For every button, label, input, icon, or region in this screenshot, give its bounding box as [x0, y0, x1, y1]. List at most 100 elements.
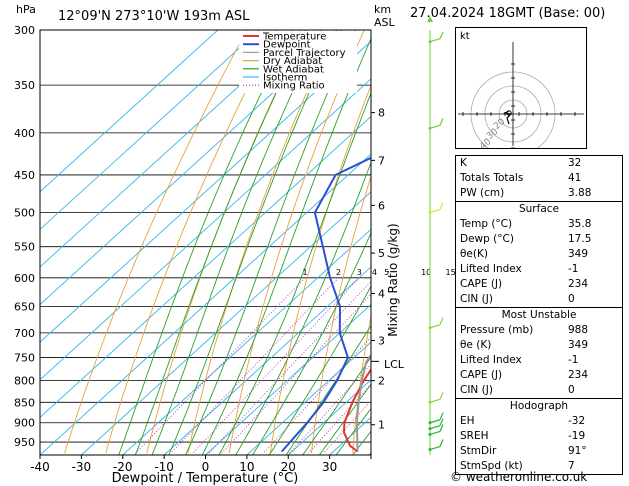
profile-point	[358, 401, 360, 403]
pressure-tick-label: 300	[14, 24, 35, 37]
surface-row: θe(K) 349	[456, 247, 622, 262]
most-unstable-title: Most Unstable	[501, 309, 577, 321]
mixing-ratio-axis-title: Mixing Ratio (g/kg)	[386, 223, 400, 336]
most-unstable-value: 349	[568, 339, 589, 351]
km-tick-label: 1	[378, 419, 385, 432]
profile-point	[423, 277, 424, 278]
profile-point	[351, 401, 354, 403]
hodograph-trace	[503, 110, 513, 125]
isotherm	[122, 228, 371, 455]
surface-value: 0	[568, 293, 575, 305]
surface-label: Lifted Index	[460, 263, 522, 275]
profile-point	[314, 212, 316, 214]
wet-adiabat	[235, 161, 371, 455]
profile-point	[440, 246, 441, 247]
wet-adiabat	[335, 407, 371, 455]
pressure-tick-label: 800	[14, 375, 35, 388]
profile-point	[357, 450, 359, 452]
hodograph-storm-motion	[506, 110, 512, 116]
most-unstable-row: CIN (J) 0	[456, 383, 622, 398]
profile-point	[347, 356, 349, 359]
isotherm	[40, 115, 371, 418]
hodograph-value: -19	[568, 430, 586, 442]
profile-point	[418, 277, 419, 278]
profile-point	[335, 174, 337, 176]
isotherm	[40, 40, 371, 343]
mixing-ratio-label: 15	[445, 268, 455, 277]
profile-point	[436, 246, 437, 247]
isotherm	[40, 30, 219, 193]
surface-row: Dewp (°C) 17.5	[456, 232, 622, 247]
wind-barb	[428, 202, 444, 215]
km-tick-label: 8	[378, 107, 385, 120]
profile-point	[453, 212, 454, 213]
hodograph-unit-label: kt	[460, 31, 470, 42]
wind-barb	[428, 412, 444, 425]
isotherm	[40, 30, 260, 230]
legend-label: Parcel Trajectory	[263, 48, 346, 59]
profile-point	[322, 401, 325, 403]
isotherm	[40, 78, 371, 381]
surface-label: Temp (°C)	[460, 218, 513, 230]
legend-label: Wet Adiabat	[263, 64, 324, 75]
x-tick-label: -10	[154, 460, 174, 474]
x-axis-title: Dewpoint / Temperature (°C)	[112, 471, 299, 486]
surface-value: 349	[568, 248, 589, 260]
profile-point	[339, 332, 341, 334]
legend-label: Temperature	[262, 32, 326, 43]
profile-point	[446, 85, 447, 86]
wet-adiabat	[185, 30, 356, 455]
mixing-ratio-label: 1	[302, 268, 307, 277]
hodograph-label: StmSpd (kt)	[460, 460, 523, 472]
x-tick-label: 10	[239, 460, 254, 474]
hodograph-label: EH	[460, 415, 475, 427]
km-label: km	[374, 3, 391, 16]
wind-barb	[428, 424, 444, 436]
mixing-ratio-label: 3	[357, 268, 362, 277]
hodograph-value: 91°	[568, 445, 587, 457]
profile-point	[329, 277, 331, 279]
hodograph-row: StmSpd (kt) 7	[456, 459, 622, 474]
most-unstable-label: Pressure (mb)	[460, 324, 534, 336]
most-unstable-row: Pressure (mb) 988	[456, 323, 622, 338]
legend-label: Isotherm	[263, 73, 307, 84]
pressure-tick-label: 750	[14, 352, 35, 365]
asl-label: ASL	[374, 16, 396, 29]
mixing-ratio-label: 4	[372, 268, 377, 277]
km-tick-label: 5	[378, 247, 385, 260]
profile-point	[322, 246, 324, 248]
mixing-ratio-line	[170, 277, 339, 454]
profile-point	[343, 422, 346, 424]
isotherm	[163, 266, 371, 455]
profile-point	[349, 445, 351, 447]
profile-point	[404, 306, 405, 307]
km-tick-label: 4	[378, 288, 385, 301]
most-unstable-label: CIN (J)	[460, 384, 493, 396]
hodograph-panel: kt 40 30 20	[455, 27, 587, 177]
isotherm	[287, 379, 371, 455]
surface-row: Temp (°C) 35.8	[456, 217, 622, 232]
surface-row: Lifted Index -1	[456, 262, 622, 277]
most-unstable-row: CAPE (J) 234	[456, 368, 622, 383]
profile-point	[423, 132, 424, 133]
surface-label: CIN (J)	[460, 293, 493, 305]
wind-barb	[428, 392, 444, 404]
pressure-tick-label: 850	[14, 396, 35, 409]
dry-adiabat	[187, 30, 336, 454]
hodograph-row: EH -32	[456, 414, 622, 429]
most-unstable-value: 988	[568, 324, 589, 336]
x-tick-label: 20	[281, 460, 296, 474]
dry-adiabat	[64, 30, 248, 454]
hodograph-value: 7	[568, 460, 575, 472]
surface-title: Surface	[518, 203, 559, 215]
isotherm	[205, 303, 371, 455]
surface-value: 234	[568, 278, 589, 290]
profile-point	[339, 305, 341, 308]
index-row: PW (cm) 3.88	[456, 186, 622, 201]
wet-adiabat	[302, 356, 371, 455]
profile-point	[365, 360, 368, 362]
surface-label: Dewp (°C)	[460, 233, 514, 245]
wind-barb	[428, 317, 444, 330]
most-unstable-label: θe (K)	[460, 339, 492, 351]
pressure-tick-label: 950	[14, 436, 35, 449]
